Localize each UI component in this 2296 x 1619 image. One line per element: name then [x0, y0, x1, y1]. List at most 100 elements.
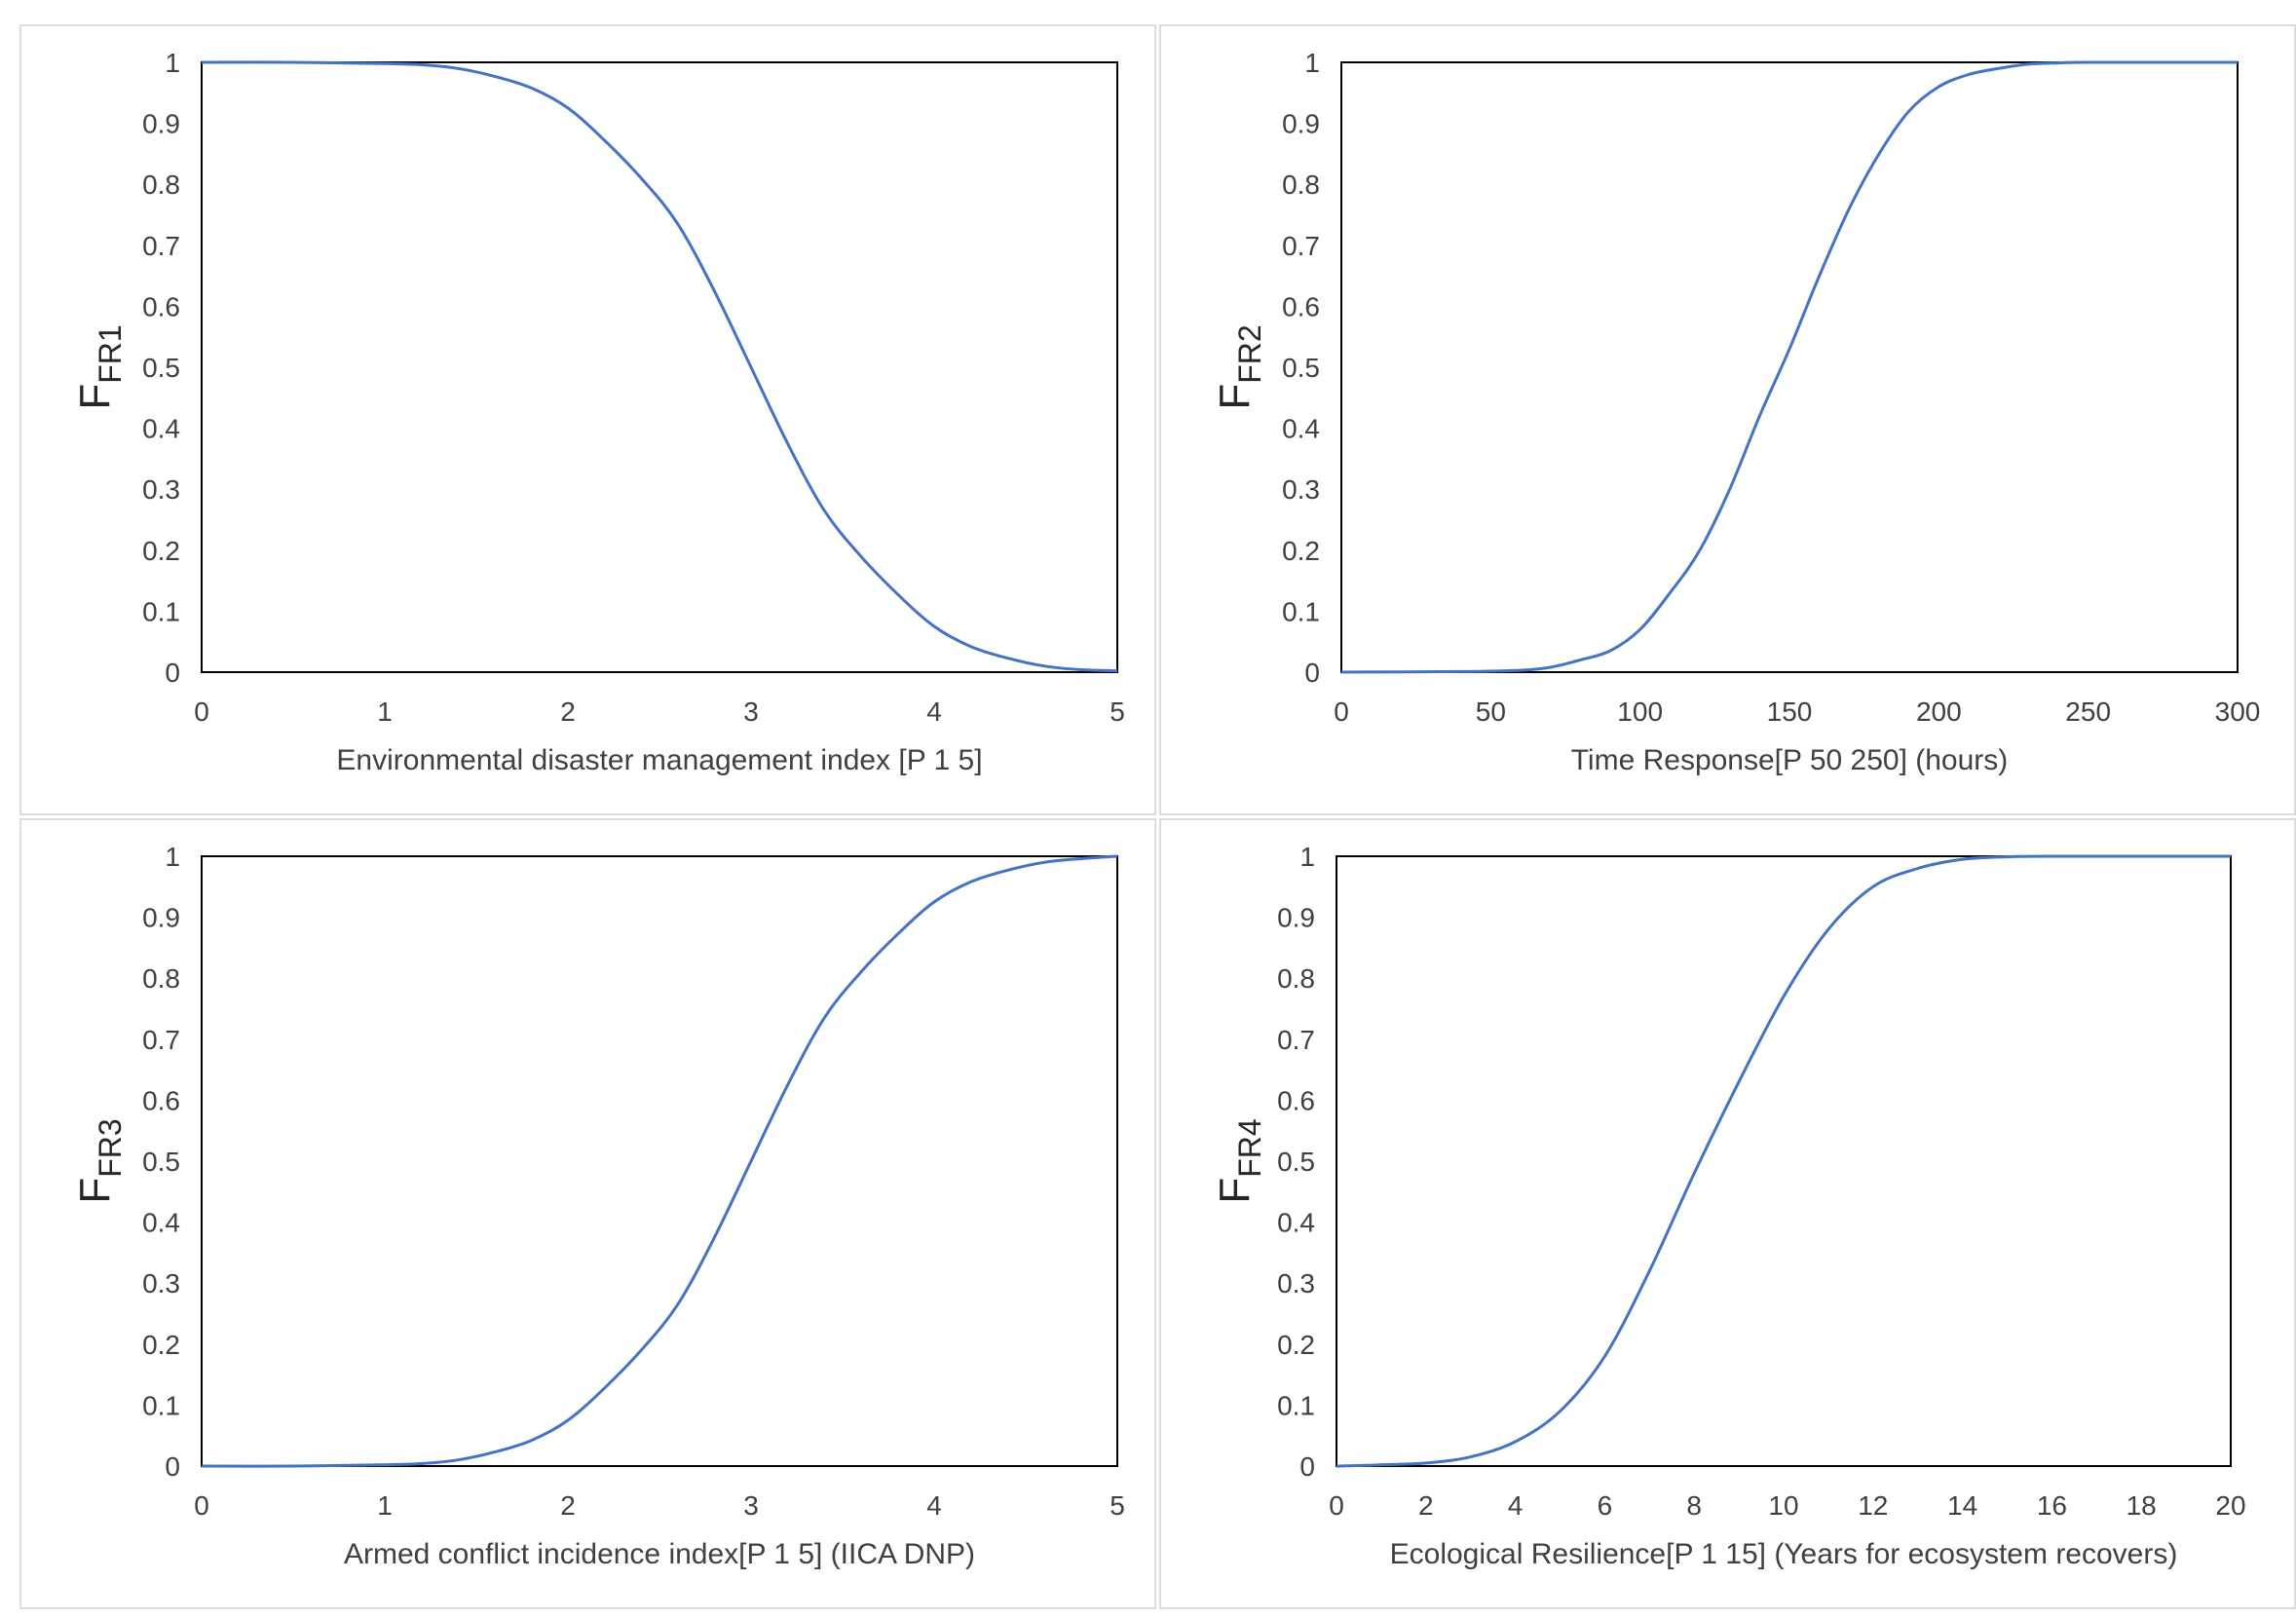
- x-tick-label: 12: [1858, 1490, 1888, 1521]
- x-tick-label: 1: [377, 697, 393, 727]
- x-tick-label: 8: [1686, 1490, 1702, 1521]
- x-tick-label: 100: [1617, 697, 1663, 727]
- y-tick-label: 1: [1299, 842, 1315, 872]
- chart-fr4: 00.10.20.30.40.50.60.70.80.910 2 4 6 8 10 12 14…: [1211, 842, 2246, 1570]
- y-tick-label: 1: [1304, 48, 1320, 78]
- y-axis-label-subscript: FR1: [93, 324, 128, 383]
- y-tick-label: 0.4: [1277, 1208, 1315, 1238]
- y-tick-label: 1: [165, 842, 180, 872]
- y-axis-label-main: F: [71, 1178, 119, 1204]
- x-tick-label: 3: [743, 697, 759, 727]
- y-axis-label-main: F: [71, 384, 119, 410]
- cdf-line: [1336, 854, 2232, 1468]
- y-tick-label: 0.7: [1282, 231, 1320, 261]
- y-tick-label: 0.7: [142, 231, 180, 261]
- cdf-line: [1340, 60, 2239, 674]
- x-tick-label: 4: [926, 1490, 942, 1521]
- x-tick-label: 150: [1767, 697, 1813, 727]
- x-tick-label: 2: [560, 1490, 576, 1521]
- y-tick-label: 0.4: [142, 1208, 180, 1238]
- y-axis-label-subscript: FR3: [93, 1118, 128, 1177]
- y-tick-label: 0.9: [1282, 109, 1320, 139]
- x-tick-label: 2: [560, 697, 576, 727]
- x-tick-label: 18: [2127, 1490, 2157, 1521]
- y-tick-label: 0.1: [1277, 1390, 1315, 1420]
- cdf-line: [201, 60, 1118, 673]
- x-tick-label: 20: [2215, 1490, 2245, 1521]
- y-tick-label: 0.2: [1277, 1330, 1315, 1360]
- y-tick-label: 0.4: [1282, 414, 1320, 444]
- y-tick-label: 0: [1299, 1451, 1315, 1482]
- y-tick-label: 0.3: [1282, 474, 1320, 505]
- y-tick-label: 0.8: [142, 169, 180, 200]
- x-tick-label: 1: [377, 1490, 393, 1521]
- chart-panel-fr3: 0 0.1 0.2 0.3 0.4 0.5 0.6 0.7 0.8 0.9 1 0 1 2 3 4 5 Armed…: [19, 818, 1156, 1609]
- y-tick-label: 0.2: [142, 536, 180, 566]
- y-tick-label: 0.2: [142, 1330, 180, 1360]
- y-tick-label: 0.7: [142, 1025, 180, 1055]
- y-tick-label: 0.6: [142, 291, 180, 321]
- y-axis-label-main: F: [1211, 1178, 1259, 1204]
- x-tick-label: 6: [1598, 1490, 1613, 1521]
- y-tick-label: 0.9: [142, 109, 180, 139]
- y-tick-label: 0.3: [142, 1268, 180, 1299]
- y-tick-label: 0.6: [1282, 291, 1320, 321]
- chart-panel-fr2: 0 0.1 0.2 0.3 0.4 0.5 0.6 0.7 0.8 0.9 1 0 50 100 150 20…: [1159, 24, 2296, 815]
- y-tick-label: 0.4: [142, 414, 180, 444]
- y-tick-label: 0.5: [142, 1147, 180, 1177]
- y-tick-label: 0.5: [142, 353, 180, 383]
- x-axis-label: Time Response[P 50 250] (hours): [1571, 744, 2009, 776]
- y-axis-label-main: F: [1211, 384, 1259, 410]
- x-tick-label: 3: [743, 1490, 759, 1521]
- y-tick-label: 0.9: [142, 903, 180, 933]
- y-axis-label: FFR4: [1211, 1118, 1267, 1203]
- plot-frame: [201, 61, 1118, 673]
- y-axis-label: FFR1: [71, 324, 128, 409]
- y-tick-label: 0.6: [1277, 1085, 1315, 1115]
- chart-panel-fr1: 0 0.1 0.2 0.3 0.4 0.5 0.6 0.7 0.8 0.9 1 0 1 2 3 4 5 Envir…: [19, 24, 1156, 815]
- y-axis-label: FFR3: [71, 1118, 128, 1203]
- y-tick-label: 0: [165, 658, 180, 688]
- x-axis-label: Armed conflict incidence index[P 1 5] (I…: [344, 1538, 975, 1570]
- y-tick-label: 0.1: [1282, 596, 1320, 626]
- y-tick-label: 0: [165, 1451, 180, 1482]
- x-tick-label: 5: [1110, 1490, 1125, 1521]
- y-tick-label: 0.8: [1282, 169, 1320, 200]
- plot-frame: [201, 855, 1118, 1467]
- y-tick-label: 0.2: [1282, 536, 1320, 566]
- plot-frame: [1336, 855, 2232, 1467]
- y-tick-label: 1: [165, 48, 180, 78]
- y-tick-label: 0.8: [142, 963, 180, 994]
- y-tick-label: 0.9: [1277, 903, 1315, 933]
- x-tick-label: 0: [194, 697, 209, 727]
- x-axis-label: Environmental disaster management index …: [336, 744, 982, 776]
- x-tick-label: 250: [2065, 697, 2111, 727]
- x-tick-label: 10: [1768, 1490, 1798, 1521]
- y-tick-label: 0.3: [142, 474, 180, 505]
- y-tick-label: 0.1: [142, 596, 180, 626]
- x-tick-label: 0: [1334, 697, 1349, 727]
- x-tick-label: 16: [2037, 1490, 2067, 1521]
- x-tick-label: 0: [1329, 1490, 1344, 1521]
- x-tick-label: 4: [926, 697, 942, 727]
- y-axis-label-subscript: FR4: [1232, 1118, 1267, 1177]
- chart-panel-fr4: 0 0.1 0.2 0.3 0.4 0.5 0.6 0.7 0.8 0.9 1 0 2 4 6 8 10 12 14…: [1159, 818, 2296, 1609]
- x-tick-label: 50: [1476, 697, 1506, 727]
- y-tick-label: 0.5: [1277, 1147, 1315, 1177]
- y-tick-label: 0.8: [1277, 963, 1315, 994]
- y-tick-label: 0.6: [142, 1085, 180, 1115]
- plot-frame: [1340, 61, 2239, 673]
- x-tick-label: 300: [2215, 697, 2261, 727]
- y-tick-label: 0.7: [1277, 1025, 1315, 1055]
- x-tick-label: 2: [1418, 1490, 1434, 1521]
- y-tick-label: 0.5: [1282, 353, 1320, 383]
- chart-fr2: 0 0.1 0.2 0.3 0.4 0.5 0.6 0.7 0.8 0.9 1 0 50 100 150 20…: [1211, 48, 2261, 776]
- x-tick-label: 0: [194, 1490, 209, 1521]
- cdf-line: [201, 854, 1118, 1468]
- chart-fr1: 0 0.1 0.2 0.3 0.4 0.5 0.6 0.7 0.8 0.9 1 0 1 2 3 4 5 Envir…: [71, 48, 1125, 776]
- x-tick-label: 4: [1508, 1490, 1524, 1521]
- x-tick-label: 200: [1916, 697, 1962, 727]
- x-tick-label: 5: [1110, 697, 1125, 727]
- y-tick-label: 0.1: [142, 1390, 180, 1420]
- chart-fr3: 0 0.1 0.2 0.3 0.4 0.5 0.6 0.7 0.8 0.9 1 0 1 2 3 4 5 Armed…: [71, 842, 1125, 1570]
